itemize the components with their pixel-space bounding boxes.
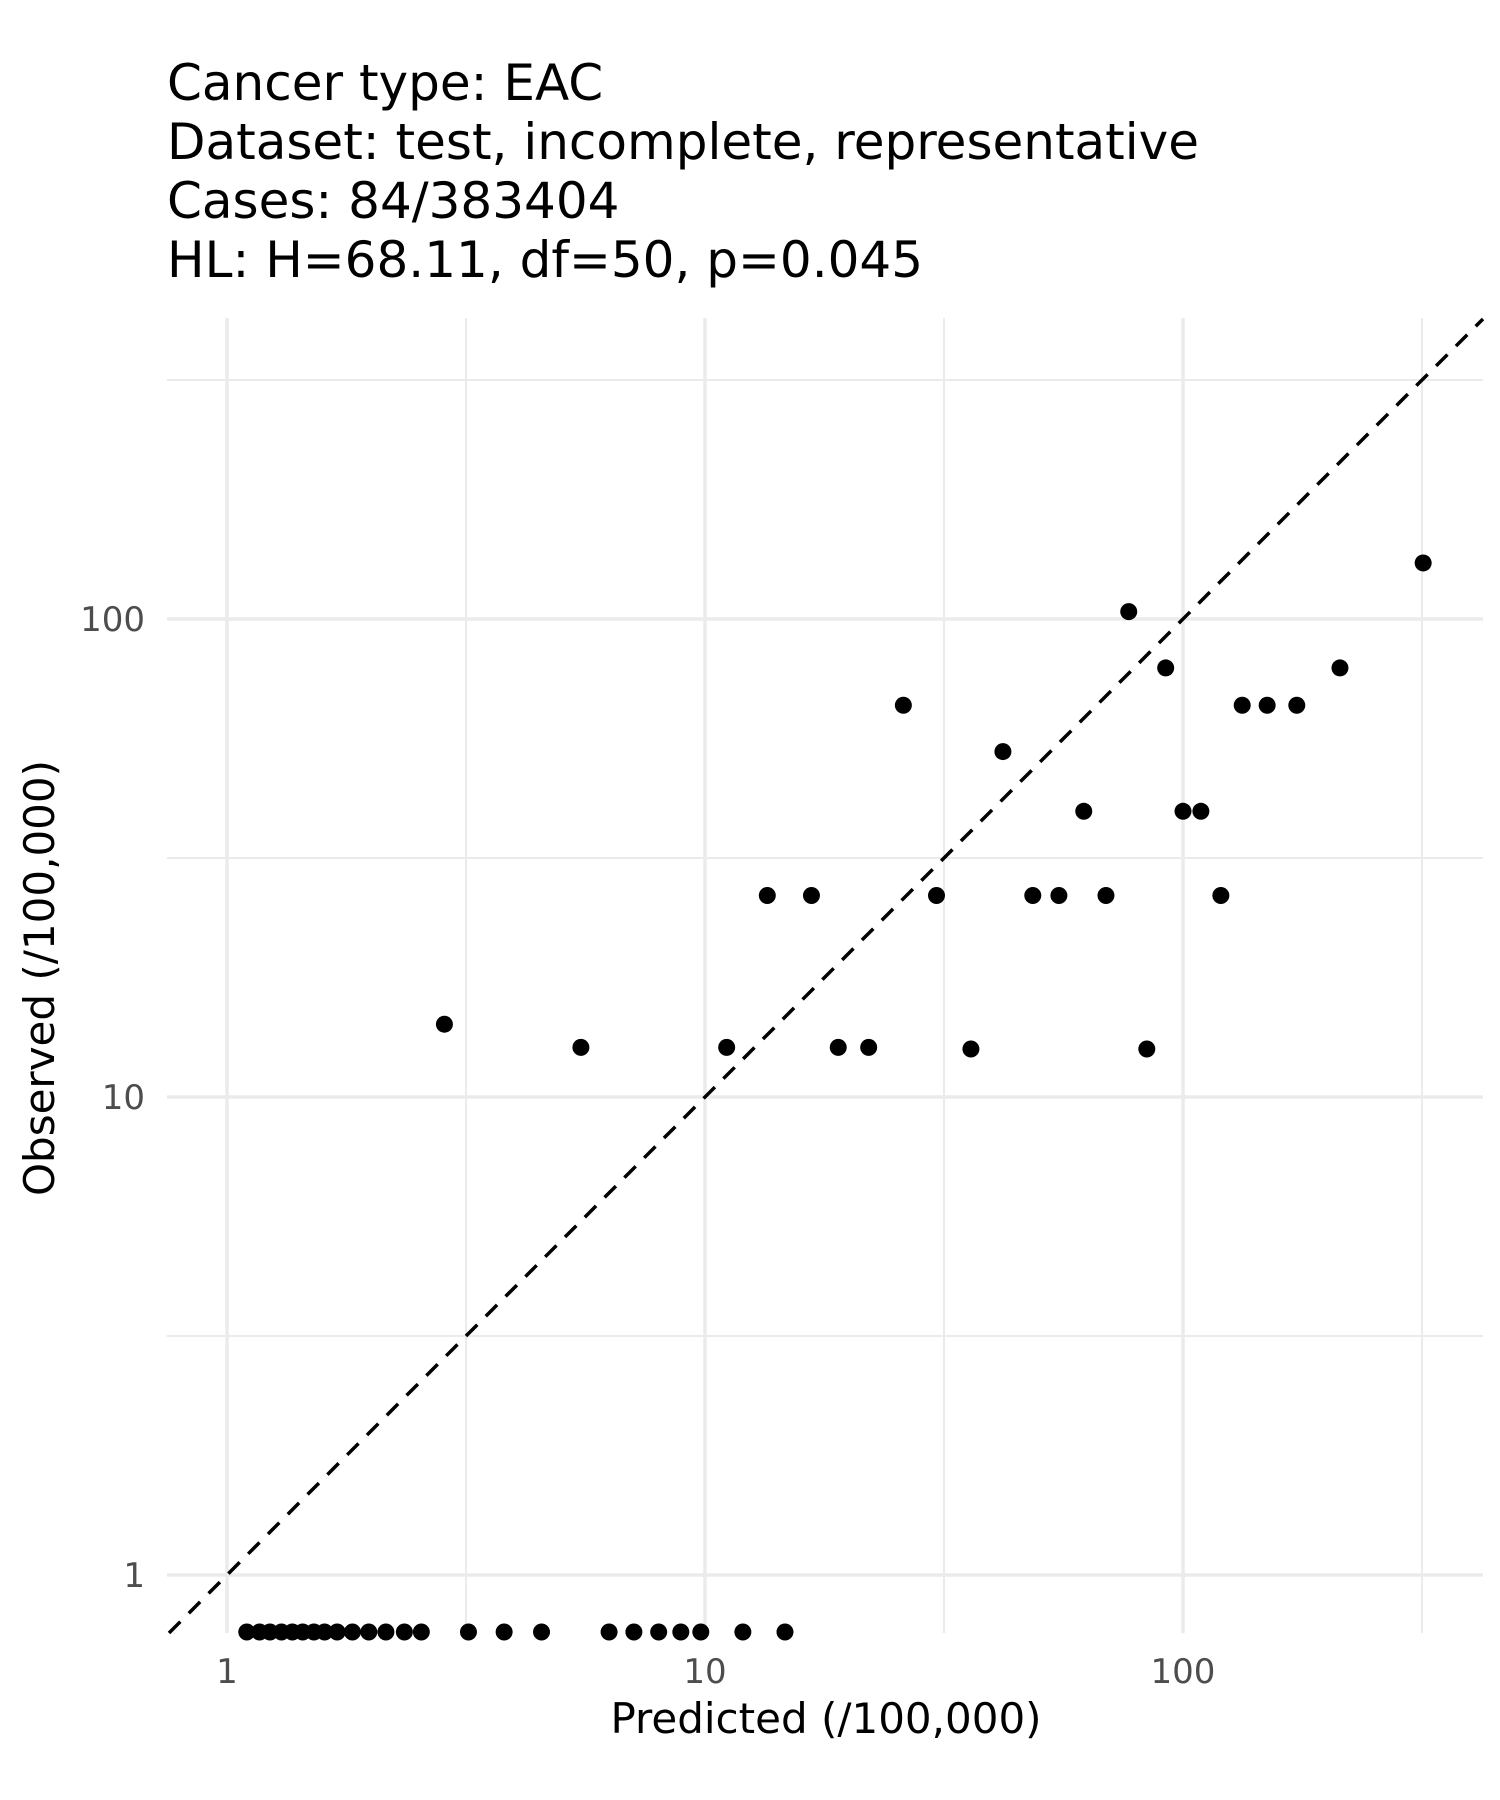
data-point bbox=[625, 1623, 643, 1641]
data-point bbox=[650, 1623, 668, 1641]
data-point bbox=[1120, 603, 1138, 621]
data-point bbox=[1233, 696, 1251, 714]
data-point bbox=[829, 1038, 847, 1056]
data-point bbox=[1157, 659, 1175, 677]
data-points bbox=[238, 554, 1432, 1641]
x-axis-tick-labels: 1 10 100 bbox=[216, 1652, 1215, 1692]
data-point bbox=[734, 1623, 752, 1641]
y-axis-title: Observed (/100,000) bbox=[15, 760, 64, 1196]
minor-gridlines bbox=[167, 318, 1483, 1633]
data-point bbox=[758, 886, 776, 904]
data-point bbox=[328, 1623, 346, 1641]
data-point bbox=[1288, 696, 1306, 714]
data-point bbox=[572, 1038, 590, 1056]
data-point bbox=[1174, 802, 1192, 820]
y-tick-label: 1 bbox=[123, 1556, 145, 1596]
data-point bbox=[718, 1038, 736, 1056]
data-point bbox=[1192, 802, 1210, 820]
identity-reference-line bbox=[167, 317, 1485, 1635]
data-point bbox=[1331, 659, 1349, 677]
data-point bbox=[412, 1623, 430, 1641]
data-point bbox=[894, 696, 912, 714]
chart-title: Cancer type: EAC Dataset: test, incomple… bbox=[167, 54, 1199, 290]
data-point bbox=[533, 1623, 551, 1641]
title-line-hl-test: HL: H=68.11, df=50, p=0.045 bbox=[167, 231, 924, 289]
x-axis-title: Predicted (/100,000) bbox=[610, 1694, 1041, 1743]
data-point bbox=[692, 1623, 710, 1641]
data-point bbox=[994, 743, 1012, 761]
y-tick-label: 100 bbox=[80, 600, 145, 640]
data-point bbox=[395, 1623, 413, 1641]
data-point bbox=[1024, 886, 1042, 904]
data-point bbox=[1212, 886, 1230, 904]
data-point bbox=[459, 1623, 477, 1641]
data-point bbox=[238, 1623, 256, 1641]
data-point bbox=[495, 1623, 513, 1641]
y-tick-label: 10 bbox=[102, 1078, 145, 1118]
x-tick-label: 10 bbox=[683, 1652, 726, 1692]
data-point bbox=[1414, 554, 1432, 572]
data-point bbox=[802, 886, 820, 904]
title-line-dataset: Dataset: test, incomplete, representativ… bbox=[167, 113, 1200, 171]
data-point bbox=[927, 886, 945, 904]
data-point bbox=[360, 1623, 378, 1641]
data-point bbox=[600, 1623, 618, 1641]
y-axis-tick-labels: 1 10 100 bbox=[80, 600, 145, 1596]
data-point bbox=[672, 1623, 690, 1641]
data-point bbox=[1075, 802, 1093, 820]
identity-line bbox=[167, 317, 1485, 1635]
data-point bbox=[1138, 1040, 1156, 1058]
data-point bbox=[1258, 696, 1276, 714]
data-point bbox=[1097, 886, 1115, 904]
data-point bbox=[377, 1623, 395, 1641]
major-gridlines bbox=[167, 318, 1483, 1633]
title-line-cases: Cases: 84/383404 bbox=[167, 172, 620, 230]
data-point bbox=[962, 1040, 980, 1058]
data-point bbox=[316, 1623, 334, 1641]
data-point bbox=[435, 1015, 453, 1033]
data-point bbox=[343, 1623, 361, 1641]
title-line-cancer-type: Cancer type: EAC bbox=[167, 54, 604, 112]
data-point bbox=[860, 1038, 878, 1056]
data-point bbox=[1050, 886, 1068, 904]
x-tick-label: 1 bbox=[216, 1652, 238, 1692]
data-point bbox=[776, 1623, 794, 1641]
x-tick-label: 100 bbox=[1151, 1652, 1216, 1692]
